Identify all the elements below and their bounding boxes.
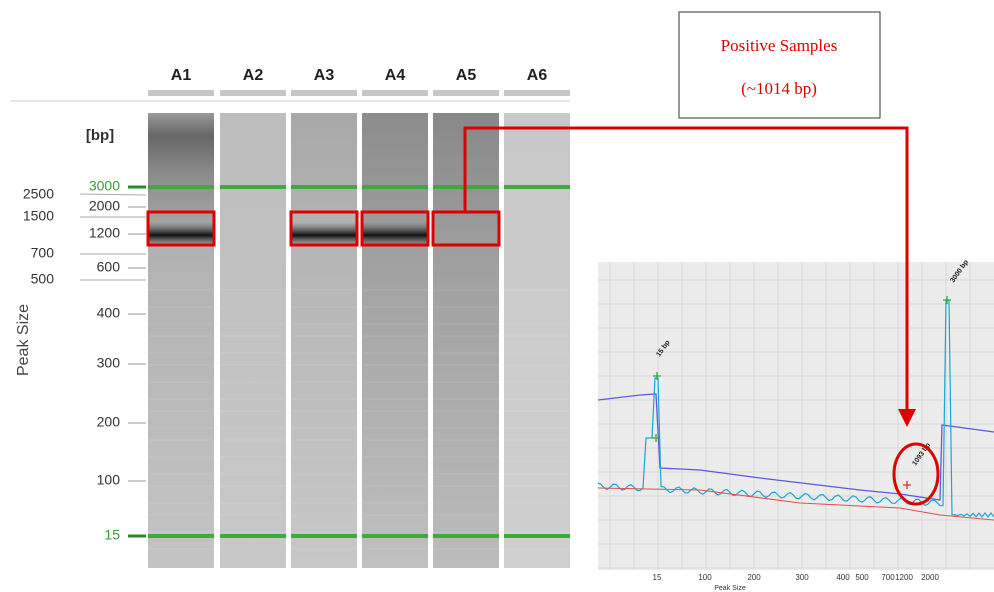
- marker-band: [504, 534, 570, 538]
- lane-tab: [148, 90, 214, 96]
- x-tick-label: 15: [653, 573, 662, 582]
- ladder-label: 1200: [89, 225, 120, 241]
- figure: [bp] Peak Size A1 A2 A3 A4 A5 A6 2500 1500 700 50…: [0, 0, 994, 592]
- ladder-label: 1500: [23, 208, 54, 224]
- page: {"gel": {"lanes": ["A1", "A2", "A3", "A4…: [0, 0, 994, 592]
- ladder-label: 2000: [89, 198, 120, 214]
- lane-label: A6: [527, 67, 548, 84]
- ladder-label: 400: [97, 305, 121, 321]
- lane-tab: [433, 90, 499, 96]
- marker-band: [433, 534, 499, 538]
- lane: [291, 113, 357, 568]
- lane-tab: [291, 90, 357, 96]
- sample-band: [362, 222, 428, 244]
- x-tick-label: 2000: [921, 573, 939, 582]
- ladder-label: 2500: [23, 186, 54, 202]
- annotation-text: (~1014 bp): [741, 79, 817, 98]
- marker-band: [148, 185, 214, 189]
- ladder-label: 3000: [89, 178, 120, 194]
- ladder-label: 15: [104, 527, 120, 543]
- ladder-label: 200: [97, 414, 121, 430]
- x-tick-label: 300: [795, 573, 809, 582]
- marker-band: [220, 185, 286, 189]
- lane: [362, 113, 428, 568]
- marker-band: [291, 534, 357, 538]
- x-tick-label: 1200: [895, 573, 913, 582]
- lane: [504, 113, 570, 568]
- lane-label: A1: [171, 67, 192, 84]
- y-axis-label: Peak Size: [15, 304, 32, 376]
- sample-band: [148, 222, 214, 244]
- lane-tab: [220, 90, 286, 96]
- lane-label: A4: [385, 67, 406, 84]
- marker-band: [504, 185, 570, 189]
- x-tick-label: 100: [698, 573, 712, 582]
- annotation-text: Positive Samples: [721, 36, 838, 55]
- marker-band: [291, 185, 357, 189]
- unit-label: [bp]: [86, 127, 114, 144]
- x-tick-label: 700: [881, 573, 895, 582]
- marker-band: [362, 185, 428, 189]
- ladder-tick: [80, 194, 146, 195]
- marker-band: [220, 534, 286, 538]
- marker-band: [362, 534, 428, 538]
- ladder-label: 600: [97, 259, 121, 275]
- lane-tab: [504, 90, 570, 96]
- x-axis-label: Peak Size: [714, 585, 746, 592]
- ladder-label: 700: [31, 245, 55, 261]
- lane: [148, 113, 214, 568]
- x-tick-label: 500: [855, 573, 869, 582]
- ladder-label: 500: [31, 271, 55, 287]
- lane-label: A3: [314, 67, 335, 84]
- lane-label: A5: [456, 67, 477, 84]
- ladder-label: 100: [97, 472, 121, 488]
- x-tick-label: 400: [836, 573, 850, 582]
- marker-band: [148, 534, 214, 538]
- annotation-box: [679, 12, 880, 118]
- lane: [220, 113, 286, 568]
- lane-tab: [362, 90, 428, 96]
- ladder-label: 300: [97, 355, 121, 371]
- x-tick-label: 200: [747, 573, 761, 582]
- lane-label: A2: [243, 67, 264, 84]
- sample-band: [291, 222, 357, 244]
